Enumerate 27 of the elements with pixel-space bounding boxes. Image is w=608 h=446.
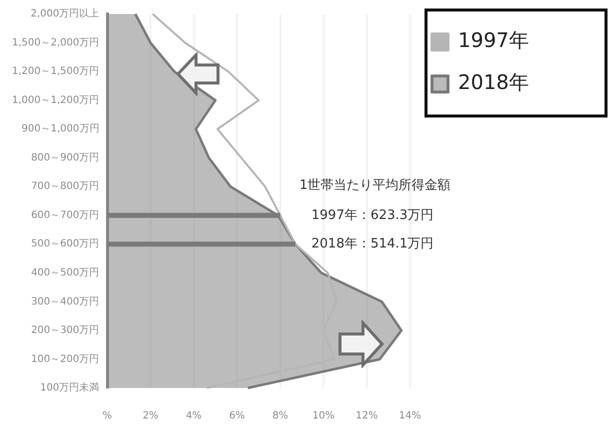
ref-line-label: 2018年：514.1万円 xyxy=(311,236,434,252)
y-tick-label: 400～500万円 xyxy=(31,268,100,279)
y-tick-label: 500～600万円 xyxy=(31,238,100,250)
x-tick-label: 8% xyxy=(272,410,288,422)
x-tick-label: 2% xyxy=(142,410,158,422)
y-tick-label: 600～700万円 xyxy=(31,210,100,221)
y-tick-label: 200～300万円 xyxy=(31,325,100,336)
x-tick-label: 14% xyxy=(398,410,422,422)
x-tick-label: 10% xyxy=(312,410,335,422)
y-tick-label: 2,000万円以上 xyxy=(30,8,100,20)
y-tick-label: 900～1,000万円 xyxy=(22,124,100,135)
y-tick-label: 1,500～2,000万円 xyxy=(12,37,100,48)
ref-line-label: 1997年：623.3万円 xyxy=(311,208,434,223)
legend-label: 1997年 xyxy=(458,28,529,52)
x-tick-label: 6% xyxy=(229,410,245,422)
y-tick-label: 800～900万円 xyxy=(31,152,100,164)
y-tick-label: 300～400万円 xyxy=(31,296,100,308)
legend-label: 2018年 xyxy=(458,70,529,94)
x-tick-label: 4% xyxy=(186,410,202,422)
y-tick-label: 100～200万円 xyxy=(31,354,100,365)
x-tick-label: % xyxy=(102,410,112,422)
annotation: 1世帯当たり平均所得金額 xyxy=(299,178,451,193)
x-tick-label: 12% xyxy=(356,410,378,422)
y-tick-label: 1,000～1,200万円 xyxy=(12,94,100,106)
y-tick-label: 700～800万円 xyxy=(31,181,100,192)
y-tick-label: 100万円未満 xyxy=(40,382,100,394)
y-tick-label: 1,200～1,500万円 xyxy=(12,66,100,78)
